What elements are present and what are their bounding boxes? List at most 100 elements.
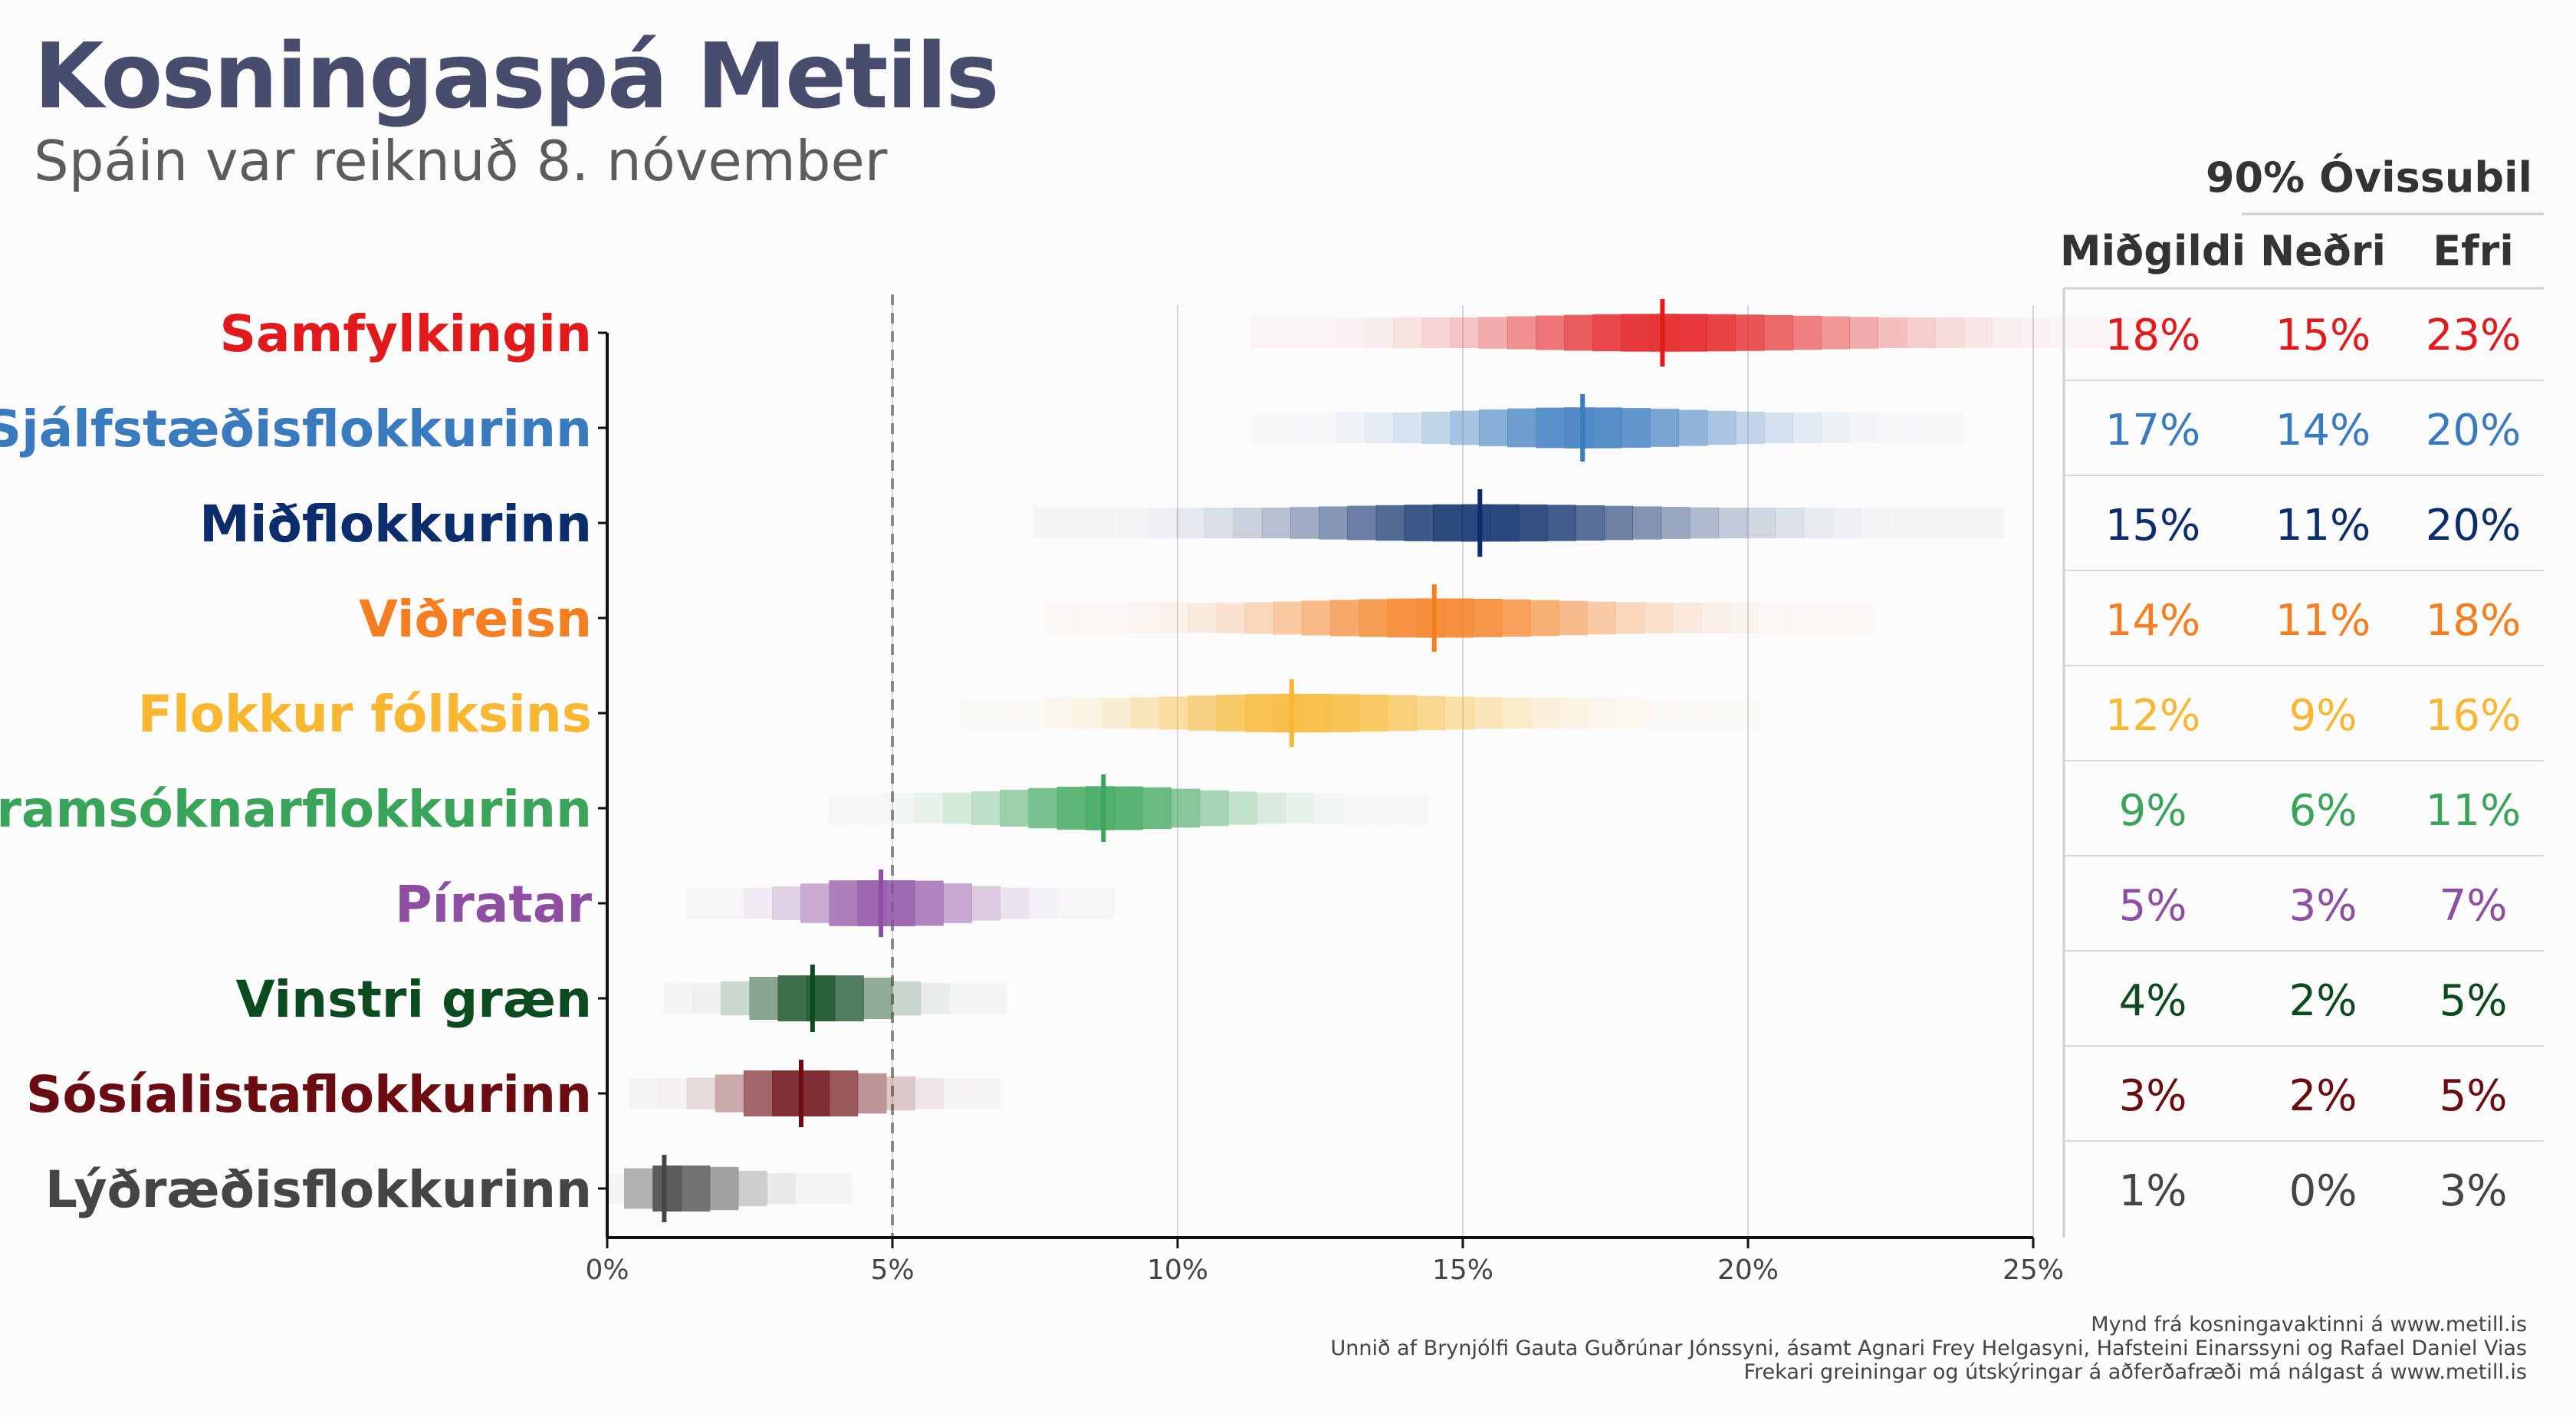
interval-segment [1673,698,1702,728]
interval-segment [1365,413,1395,443]
footer-line: Frekari greiningar og útskýringar á aðfe… [1743,1360,2527,1384]
table-cell-lower: 0% [2289,1166,2358,1216]
interval-segment [1130,603,1160,633]
interval-segment [1313,793,1343,824]
interval-segment [1261,507,1291,539]
interval-segment [1347,505,1377,541]
interval-segment [1506,316,1536,350]
interval-segment [1644,698,1674,728]
interval-segment [1000,887,1030,919]
interval-segment [1216,603,1246,633]
footer-line: Mynd frá kosningavaktinni á www.metill.i… [2091,1313,2527,1336]
interval-segment [1000,789,1030,827]
interval-segment [1359,599,1388,637]
interval-segment [1233,508,1263,538]
interval-segment [1587,601,1616,635]
interval-segment [1204,508,1234,538]
interval-segment [1746,508,1776,538]
table-cell-median: 4% [2119,976,2187,1026]
interval-segment [607,1173,625,1204]
interval-segment [1678,409,1708,446]
interval-segment [914,880,944,926]
interval-segment [1371,793,1400,824]
interval-segment [1764,412,1793,444]
interval-segment [1536,407,1566,449]
interval-segment [1433,504,1462,542]
interval-segment [1074,603,1103,633]
interval-segment [1421,317,1451,348]
interval-segment [1045,698,1075,728]
interval-segment [1176,508,1206,538]
interval-segment [1302,600,1331,636]
interval-segment [772,1070,801,1116]
interval-segment [777,975,807,1021]
interval-segment [686,888,715,919]
interval-segment [1244,602,1274,634]
table-cell-median: 15% [2105,501,2200,551]
interval-segment [1735,411,1765,445]
x-tick-label: 5% [870,1254,914,1286]
interval-segment [943,1078,972,1109]
x-tick-label: 15% [1432,1254,1493,1286]
interval-segment [1028,787,1058,829]
interval-segment [1564,407,1594,449]
party-label: Sósíalistaflokkurinn [26,1065,592,1124]
interval-segment [800,883,830,923]
interval-segment [1700,603,1730,633]
interval-segment [1730,698,1759,728]
interval-segment [1947,508,1976,538]
interval-segment [1906,317,1936,348]
table-cell-lower: 11% [2275,501,2371,551]
interval-segment [1650,409,1680,447]
interval-segment [1461,504,1491,542]
interval-segment [1393,413,1423,443]
interval-segment [1821,413,1851,443]
interval-segment [1131,697,1160,729]
interval-segment [1622,408,1651,448]
table-header-median: Miðgildi [2060,227,2246,275]
interval-segment [1730,603,1759,633]
interval-segment [1085,786,1115,830]
interval-segment [738,1170,767,1207]
interval-segment [1017,698,1046,728]
table-cell-upper: 23% [2426,311,2521,360]
table-cell-lower: 3% [2289,881,2358,931]
interval-segment [2020,317,2049,348]
interval-segment [1604,505,1634,541]
interval-segment [1285,793,1315,824]
interval-segment [857,793,886,824]
interval-segment [1490,504,1520,542]
interval-segment [1199,790,1229,827]
x-tick-label: 0% [585,1254,629,1286]
interval-segment [1678,314,1707,352]
interval-segment [1672,603,1702,633]
interval-segment [1564,314,1594,351]
interval-segment [949,983,978,1014]
chart-subtitle: Spáin var reiknuð 8. nóvember [34,129,888,193]
interval-segment [971,791,1001,825]
interval-segment [771,886,801,920]
interval-segment [1735,314,1765,351]
table-cell-median: 18% [2105,311,2200,360]
table-cell-upper: 5% [2440,976,2508,1026]
interval-segment [1290,507,1319,539]
interval-segment [1917,508,1947,538]
table-cell-median: 9% [2119,786,2187,836]
table-cell-median: 17% [2105,406,2200,455]
interval-segment [1849,413,1879,443]
interval-segment [1546,505,1576,541]
interval-segment [1530,600,1559,636]
interval-segment [1257,792,1286,824]
party-label: Flokkur fólksins [138,685,592,744]
party-label: Lýðræðisflokkurinn [45,1160,592,1219]
interval-segment [1159,603,1188,633]
interval-segment [1086,888,1115,919]
interval-segment [1507,408,1537,448]
interval-segment [1279,317,1308,348]
interval-segment [829,793,858,824]
interval-segment [1644,603,1674,633]
table-cell-lower: 2% [2289,976,2358,1026]
interval-segment [1707,314,1737,352]
interval-segment [1501,698,1531,728]
x-tick-label: 20% [1717,1254,1779,1286]
